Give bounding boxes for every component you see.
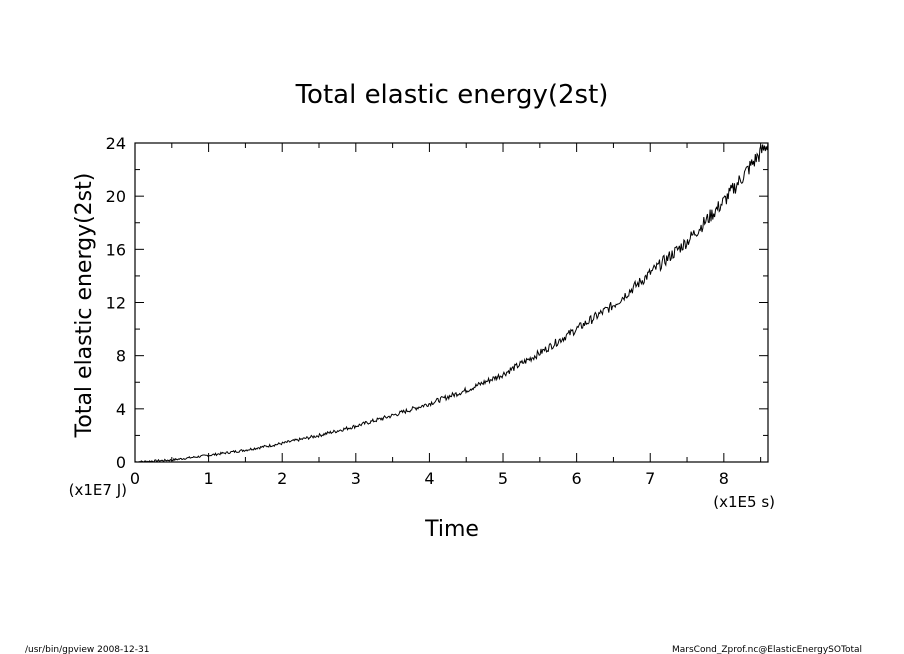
y-tick-label: 16 xyxy=(106,240,126,259)
y-tick-label: 8 xyxy=(116,347,126,366)
footer-left: /usr/bin/gpview 2008-12-31 xyxy=(25,645,149,654)
y-unit-label: (x1E7 J) xyxy=(69,481,127,499)
y-axis: 0 4 8 12 16 20 24 xyxy=(106,134,768,472)
footer-right: MarsCond_Zprof.nc@ElasticEnergySOTotal xyxy=(672,645,862,654)
x-tick-label: 3 xyxy=(351,469,361,488)
chart-title: Total elastic energy(2st) xyxy=(295,80,609,110)
y-tick-label: 4 xyxy=(116,400,126,419)
x-tick-label: 1 xyxy=(204,469,214,488)
x-axis-label: Time xyxy=(424,517,479,542)
x-tick-label: 4 xyxy=(424,469,434,488)
x-tick-label: 5 xyxy=(498,469,508,488)
x-tick-label: 7 xyxy=(645,469,655,488)
x-tick-label: 8 xyxy=(719,469,729,488)
y-tick-label: 12 xyxy=(106,294,126,313)
y-tick-label: 0 xyxy=(116,453,126,472)
x-tick-label: 0 xyxy=(130,469,140,488)
y-tick-label: 24 xyxy=(106,134,126,153)
x-axis: 0 1 2 3 4 5 6 7 8 xyxy=(130,143,762,488)
x-unit-label: (x1E5 s) xyxy=(713,493,775,511)
x-tick-label: 2 xyxy=(277,469,287,488)
plot-frame xyxy=(134,142,769,463)
y-tick-label: 20 xyxy=(106,187,126,206)
x-tick-label: 6 xyxy=(572,469,582,488)
y-axis-label: Total elastic energy(2st) xyxy=(72,173,97,439)
series-line xyxy=(134,143,769,463)
